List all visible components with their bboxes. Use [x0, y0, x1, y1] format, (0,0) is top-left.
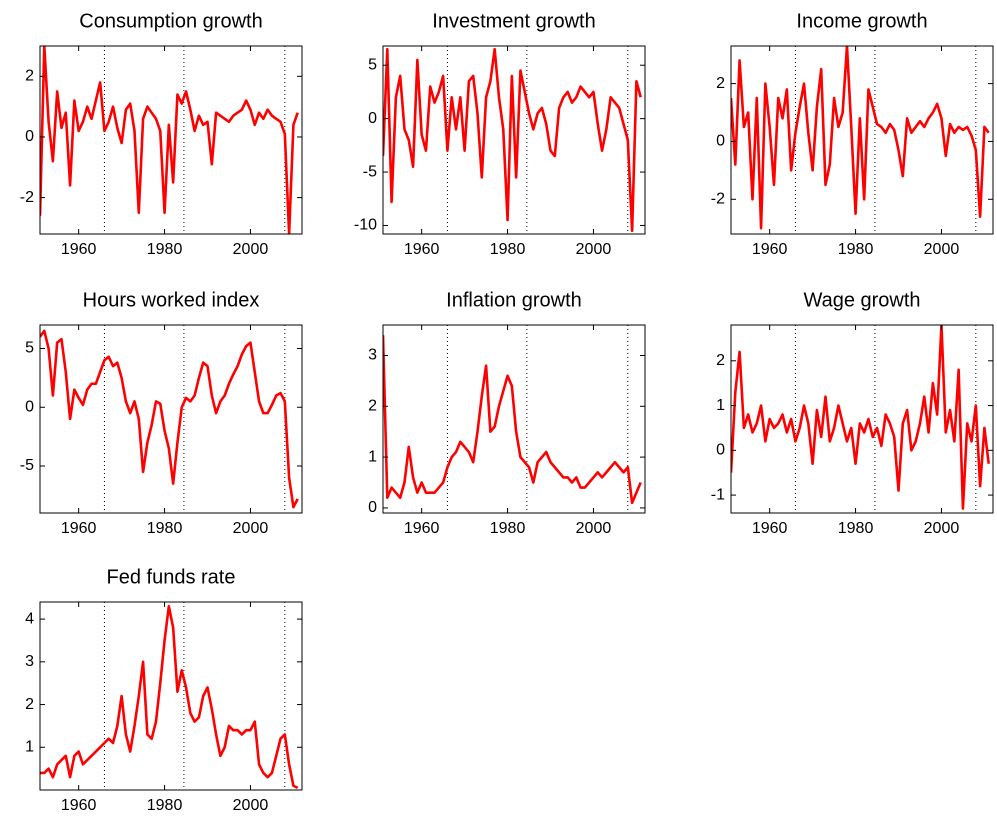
plot-area: [383, 47, 642, 233]
data-line: [383, 47, 642, 233]
x-tick-label: 1980: [147, 241, 183, 258]
y-tick-label: 0: [368, 110, 377, 127]
x-tick-label: 1960: [752, 241, 788, 258]
x-tick-label: 2000: [924, 241, 960, 258]
panel-title: Hours worked index: [83, 289, 260, 311]
y-tick-label: 5: [368, 56, 377, 73]
plot-area: [40, 46, 299, 234]
y-tick-label: 2: [25, 696, 34, 713]
axes-box: [730, 324, 994, 514]
y-tick-label: 1: [716, 397, 725, 414]
y-tick-label: -10: [354, 217, 377, 234]
panel-title: Fed funds rate: [107, 566, 236, 588]
y-tick-label: 2: [716, 75, 725, 92]
y-tick-label: 5: [25, 340, 34, 357]
y-tick-label: 2: [716, 352, 725, 369]
y-tick-label: -2: [711, 191, 725, 208]
x-tick-label: 1980: [490, 520, 526, 537]
panel: Investment growth -10 -5 0 5 1960 1980 2000: [354, 10, 646, 258]
x-tick-label: 1960: [61, 241, 97, 258]
data-line: [40, 604, 299, 790]
y-tick-label: 0: [25, 128, 34, 145]
y-tick-label: 2: [368, 398, 377, 415]
x-tick-label: 2000: [233, 241, 269, 258]
x-tick-label: 1960: [752, 520, 788, 537]
x-tick-label: 2000: [233, 520, 269, 537]
axes-box: [382, 45, 646, 235]
y-tick-label: -2: [20, 189, 34, 206]
plot-area: [40, 604, 299, 790]
y-tick-label: 3: [25, 653, 34, 670]
y-tick-label: -5: [20, 457, 34, 474]
x-tick-label: 2000: [233, 797, 269, 814]
y-tick-label: 1: [25, 738, 34, 755]
panel-title: Consumption growth: [79, 10, 262, 32]
y-tick-label: 0: [25, 398, 34, 415]
data-line: [383, 335, 642, 505]
x-tick-label: 1960: [61, 520, 97, 537]
plot-area: [731, 325, 990, 510]
y-tick-label: 4: [25, 610, 34, 627]
y-tick-label: 3: [368, 347, 377, 364]
panel: Inflation growth 0 1 2 3 1960 1980 2000: [368, 289, 646, 537]
data-line: [731, 325, 990, 510]
y-tick-label: -5: [363, 163, 377, 180]
y-tick-label: 0: [716, 133, 725, 150]
data-line: [40, 46, 299, 234]
y-tick-label: 2: [25, 68, 34, 85]
plot-area: [40, 329, 299, 509]
axes-box: [39, 324, 303, 514]
y-tick-label: 0: [716, 442, 725, 459]
plot-area: [383, 335, 642, 505]
x-tick-label: 1980: [838, 241, 874, 258]
x-tick-label: 1980: [147, 797, 183, 814]
panel: Fed funds rate 1 2 3 4 1960 1980 2000: [25, 566, 303, 814]
data-line: [40, 329, 299, 509]
y-tick-label: 1: [368, 448, 377, 465]
axes-box: [382, 324, 646, 514]
panel-title: Income growth: [796, 10, 927, 32]
panel: Hours worked index -5 0 5 1960 1980 2000: [20, 289, 303, 537]
panel: Wage growth -1 0 1 2 1960 1980 2000: [711, 289, 994, 537]
y-tick-label: 0: [368, 499, 377, 516]
panel-title: Inflation growth: [446, 289, 582, 311]
x-tick-label: 1960: [61, 797, 97, 814]
y-tick-label: -1: [711, 486, 725, 503]
x-tick-label: 1980: [147, 520, 183, 537]
plot-area: [731, 46, 990, 230]
x-tick-label: 1960: [404, 241, 440, 258]
axes-box: [730, 45, 994, 235]
x-tick-label: 2000: [576, 520, 612, 537]
x-tick-label: 2000: [576, 241, 612, 258]
axes-box: [39, 45, 303, 235]
panel-title: Wage growth: [803, 289, 920, 311]
x-tick-label: 1960: [404, 520, 440, 537]
panel-title: Investment growth: [432, 10, 595, 32]
x-tick-label: 1980: [490, 241, 526, 258]
panel: Consumption growth -2 0 2 1960 1980 2000: [20, 10, 303, 258]
data-line: [731, 46, 990, 230]
x-tick-label: 1980: [838, 520, 874, 537]
x-tick-label: 2000: [924, 520, 960, 537]
axes-box: [39, 601, 303, 791]
panel: Income growth -2 0 2 1960 1980 2000: [711, 10, 994, 258]
